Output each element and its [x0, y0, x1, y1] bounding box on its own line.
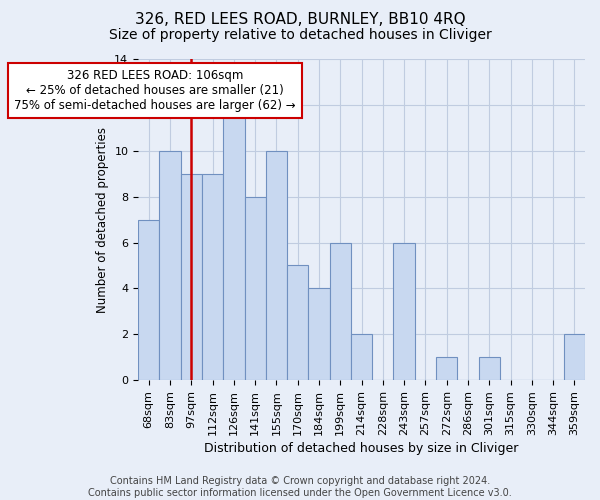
Bar — [351, 334, 372, 380]
Bar — [266, 151, 287, 380]
Bar — [181, 174, 202, 380]
Text: Contains HM Land Registry data © Crown copyright and database right 2024.
Contai: Contains HM Land Registry data © Crown c… — [88, 476, 512, 498]
X-axis label: Distribution of detached houses by size in Cliviger: Distribution of detached houses by size … — [205, 442, 519, 455]
Text: Size of property relative to detached houses in Cliviger: Size of property relative to detached ho… — [109, 28, 491, 42]
Bar — [160, 151, 181, 380]
Bar — [479, 358, 500, 380]
Bar — [329, 242, 351, 380]
Bar — [202, 174, 223, 380]
Bar — [287, 266, 308, 380]
Text: 326, RED LEES ROAD, BURNLEY, BB10 4RQ: 326, RED LEES ROAD, BURNLEY, BB10 4RQ — [134, 12, 466, 28]
Bar — [223, 105, 245, 380]
Bar — [308, 288, 329, 380]
Bar — [138, 220, 160, 380]
Bar — [436, 358, 457, 380]
Bar — [564, 334, 585, 380]
Bar — [245, 196, 266, 380]
Text: 326 RED LEES ROAD: 106sqm
← 25% of detached houses are smaller (21)
75% of semi-: 326 RED LEES ROAD: 106sqm ← 25% of detac… — [14, 70, 296, 112]
Y-axis label: Number of detached properties: Number of detached properties — [95, 126, 109, 312]
Bar — [394, 242, 415, 380]
